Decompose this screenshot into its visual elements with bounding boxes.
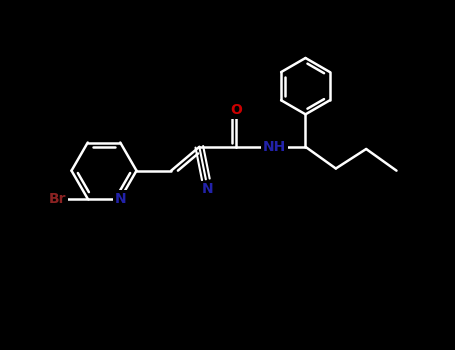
Text: Br: Br: [49, 192, 66, 206]
Text: N: N: [115, 192, 126, 206]
Text: O: O: [230, 104, 242, 118]
Text: NH: NH: [263, 140, 286, 154]
Text: N: N: [202, 182, 214, 196]
